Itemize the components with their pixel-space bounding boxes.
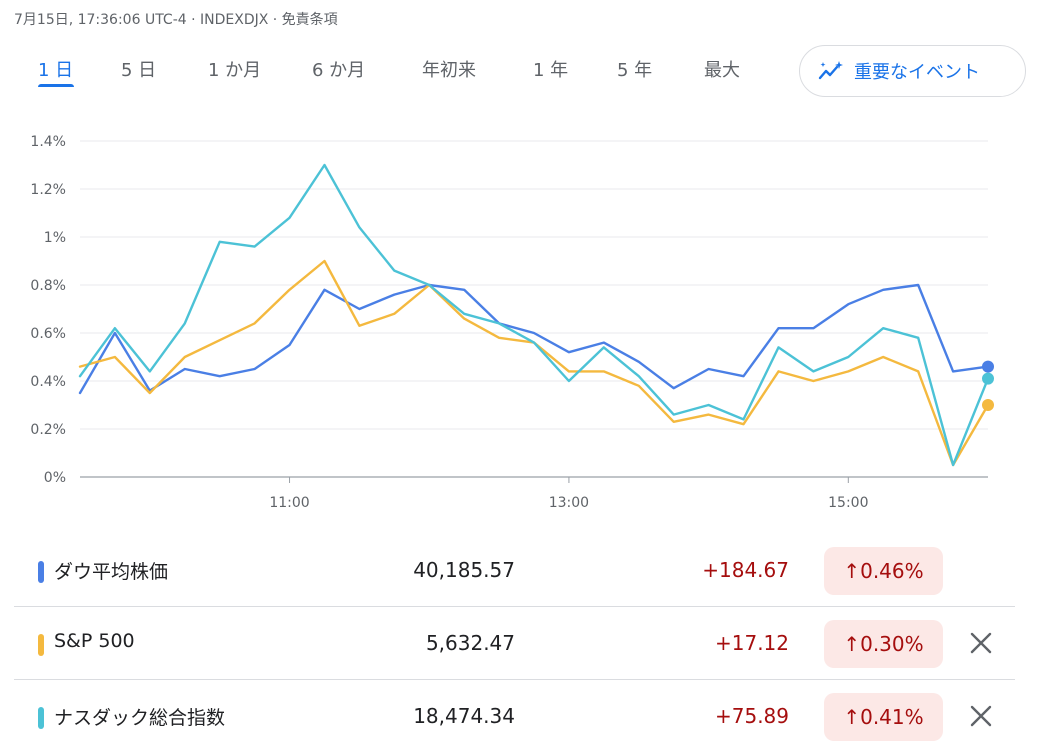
key-events-label: 重要なイベント [854,62,980,83]
header-info: 7月15日, 17:36:06 UTC-4 · INDEXDJX · 免責条項 [14,12,338,28]
quote-percent-badge: ↑0.46% [824,547,943,595]
key-events-button[interactable]: 重要なイベント [799,45,1026,97]
nasdaq-series-line [78,163,990,467]
tab-1-day[interactable]: 1 日 [38,60,74,81]
quote-name: ナスダック総合指数 [54,707,226,729]
tab-6-month[interactable]: 6 か月 [312,60,366,81]
quote-row-nasdaq[interactable]: ナスダック総合指数 18,474.34 +75.89 ↑0.41% [14,681,1015,753]
nasdaq-swatch [38,707,44,729]
y-tick-label: 0% [44,470,66,486]
y-tick-label: 0.4% [30,374,66,390]
x-tick-label: 11:00 [269,495,309,511]
dow-series-line [78,283,990,395]
y-tick-label: 0.8% [30,278,66,294]
tab-1-year[interactable]: 1 年 [533,60,569,81]
quote-value: 18,474.34 [413,704,515,728]
quote-change: +17.12 [714,631,789,655]
tab-1-month[interactable]: 1 か月 [208,60,262,81]
quote-percent-badge: ↑0.30% [824,620,943,668]
quote-row-dow[interactable]: ダウ平均株価 40,185.57 +184.67 ↑0.46% [14,535,1015,607]
quote-row-sp500[interactable]: S&P 500 5,632.47 +17.12 ↑0.30% [14,608,1015,680]
tab-max[interactable]: 最大 [704,60,740,81]
dow-series-end-dot [982,360,994,373]
dow-swatch [38,561,44,583]
quote-name: ダウ平均株価 [54,561,169,583]
quote-percent-badge: ↑0.41% [824,693,943,741]
quote-name: S&P 500 [54,630,135,652]
intraday-chart: 0% 0.2% 0.4% 0.6% 0.8% 1% 1.2% 1.4% 11:00 13:00 1… [30,134,994,511]
close-icon[interactable] [966,701,996,731]
x-tick-label: 13:00 [549,495,589,511]
sp500-series-end-dot [982,399,994,411]
quote-change: +75.89 [714,704,789,728]
tab-ytd[interactable]: 年初来 [422,60,476,81]
quote-value: 40,185.57 [413,558,515,582]
sparkle-chart-icon [818,61,843,80]
sp500-series-line [78,259,990,467]
tab-5-day[interactable]: 5 日 [121,60,157,81]
x-tick-label: 15:00 [828,495,868,511]
nasdaq-series-end-dot [982,372,994,385]
tab-5-year[interactable]: 5 年 [617,60,653,81]
y-tick-label: 1.4% [30,134,66,150]
close-icon[interactable] [966,628,996,658]
y-tick-label: 0.6% [30,326,66,342]
sp500-swatch [38,634,44,656]
y-tick-label: 1% [44,230,66,246]
y-tick-label: 0.2% [30,422,66,438]
y-tick-label: 1.2% [30,182,66,198]
quote-value: 5,632.47 [425,631,515,655]
active-tab-indicator [38,84,74,87]
quote-change: +184.67 [702,558,789,582]
